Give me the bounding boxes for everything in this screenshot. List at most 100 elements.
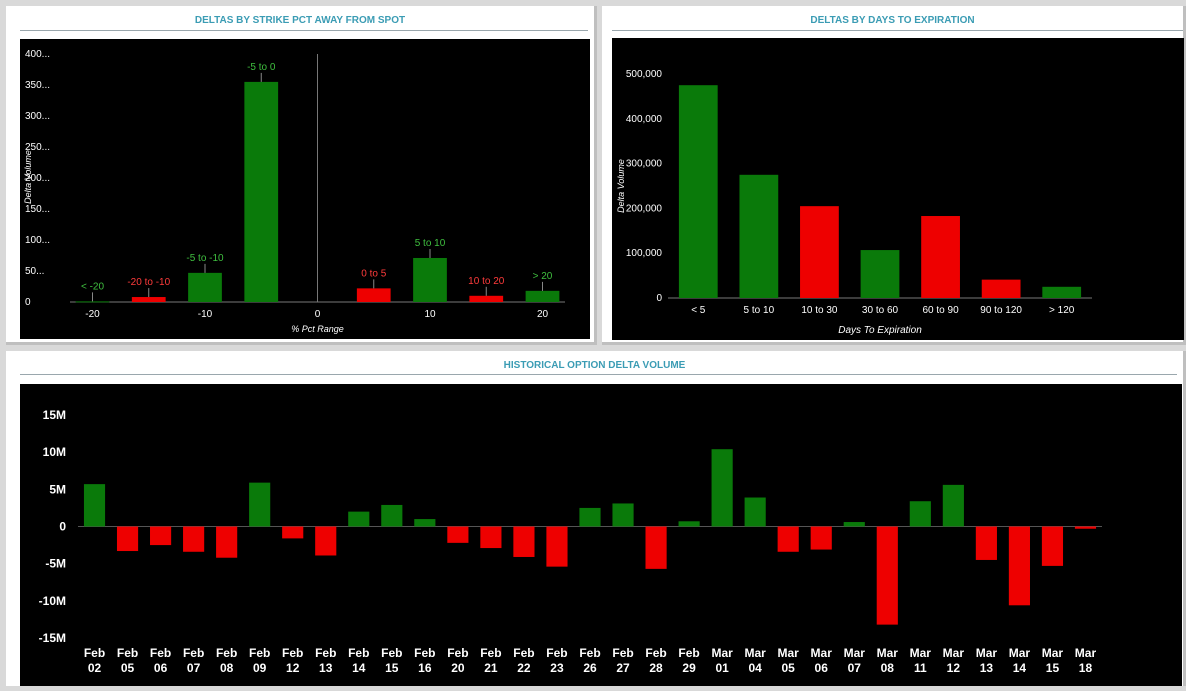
x-tick-month: Mar <box>711 646 733 660</box>
x-tick-day: 27 <box>616 661 630 675</box>
bar <box>744 497 766 527</box>
x-tick-day: 09 <box>253 661 267 675</box>
bar <box>315 526 337 556</box>
x-tick-label: -20 <box>85 309 100 320</box>
days-panel-title: DELTAS BY DAYS TO EXPIRATION <box>810 15 975 26</box>
y-tick-label: -5M <box>45 557 66 571</box>
x-tick-month: Feb <box>381 646 402 660</box>
bar <box>1074 526 1097 529</box>
x-tick-day: 05 <box>782 661 796 675</box>
bar <box>678 521 700 527</box>
bar <box>909 501 931 527</box>
x-tick-month: Feb <box>315 646 336 660</box>
y-tick-label: 100... <box>25 235 50 246</box>
x-tick-month: Mar <box>844 646 866 660</box>
bar <box>546 526 568 567</box>
bar <box>83 484 106 527</box>
x-axis-title: % Pct Range <box>291 324 344 334</box>
x-tick-day: 08 <box>881 661 895 675</box>
bar <box>876 526 898 625</box>
y-tick-label: 50... <box>25 266 44 277</box>
y-tick-label: 100,000 <box>626 248 663 259</box>
bar <box>921 216 960 298</box>
x-tick-month: Feb <box>480 646 501 660</box>
x-tick-month: Mar <box>744 646 766 660</box>
bar <box>612 503 634 527</box>
x-tick-day: 12 <box>947 661 961 675</box>
bar <box>150 526 172 546</box>
y-tick-label: 300... <box>25 111 50 122</box>
x-tick-day: 02 <box>88 661 102 675</box>
bar <box>414 519 436 527</box>
x-tick-day: 26 <box>583 661 597 675</box>
x-tick-month: Feb <box>447 646 468 660</box>
strike-panel-title: DELTAS BY STRIKE PCT AWAY FROM SPOT <box>194 15 406 26</box>
bar <box>1041 526 1064 566</box>
bar-label: 0 to 5 <box>361 268 386 279</box>
bar <box>525 290 560 302</box>
x-tick-month: Feb <box>183 646 204 660</box>
bar <box>860 250 900 298</box>
x-tick-day: 14 <box>352 661 366 675</box>
y-tick-label: 250... <box>25 142 50 153</box>
y-axis-title: Delta Volume <box>616 159 626 213</box>
bar <box>75 301 110 303</box>
y-tick-label: 0 <box>656 293 662 304</box>
bar-label: -5 to 0 <box>247 62 276 73</box>
x-tick-day: 15 <box>385 661 399 675</box>
days-panel-divider <box>612 30 1183 31</box>
x-tick-label: 0 <box>315 309 321 320</box>
x-tick-month: Mar <box>1075 646 1097 660</box>
bar <box>810 526 832 550</box>
x-tick-month: Feb <box>612 646 633 660</box>
x-axis-title: Days To Expiration <box>838 325 922 336</box>
x-tick-month: Feb <box>513 646 534 660</box>
y-tick-label: 400,000 <box>626 114 663 125</box>
x-tick-label: < 5 <box>691 305 706 316</box>
x-tick-label: 10 <box>424 309 436 320</box>
x-tick-month: Mar <box>943 646 965 660</box>
bar <box>579 507 601 527</box>
y-tick-label: 0 <box>25 297 31 308</box>
bar <box>480 526 502 549</box>
bar <box>1042 286 1082 298</box>
bar <box>282 526 304 539</box>
x-tick-day: 12 <box>286 661 300 675</box>
bar <box>244 81 279 303</box>
bar-label: < -20 <box>81 281 105 292</box>
x-tick-month: Feb <box>150 646 171 660</box>
bar <box>981 279 1021 298</box>
bar <box>348 511 370 527</box>
y-tick-label: 400... <box>25 49 50 60</box>
x-tick-day: 22 <box>517 661 531 675</box>
x-tick-month: Feb <box>84 646 105 660</box>
bar <box>645 526 667 569</box>
bar <box>216 526 238 558</box>
bar <box>975 526 997 560</box>
x-tick-month: Mar <box>976 646 998 660</box>
x-tick-day: 14 <box>1013 661 1027 675</box>
x-tick-month: Mar <box>1009 646 1031 660</box>
bar <box>469 295 504 302</box>
history-chart: -15M-10M-5M05M10M15MFeb02Feb05Feb06Feb07… <box>39 408 1102 675</box>
strike-panel: DELTAS BY STRIKE PCT AWAY FROM SPOT 0 50.… <box>6 6 597 345</box>
x-tick-month: Feb <box>282 646 303 660</box>
y-tick-label: 15M <box>43 408 66 422</box>
bar-label: 5 to 10 <box>415 238 446 249</box>
x-tick-day: 18 <box>1079 661 1093 675</box>
bar <box>188 272 222 302</box>
x-tick-month: Mar <box>877 646 899 660</box>
bar <box>249 482 271 527</box>
x-tick-label: 60 to 90 <box>922 305 959 316</box>
x-tick-month: Mar <box>811 646 833 660</box>
bar <box>711 449 733 527</box>
y-tick-label: -10M <box>39 594 66 608</box>
x-tick-day: 13 <box>980 661 994 675</box>
y-tick-label: -15M <box>39 631 66 645</box>
x-tick-day: 20 <box>451 661 465 675</box>
y-axis-title: Delta Volume <box>23 150 33 204</box>
x-tick-label: 5 to 10 <box>744 305 775 316</box>
bar <box>447 526 469 543</box>
y-tick-label: 300,000 <box>626 159 663 170</box>
bar <box>739 174 779 298</box>
